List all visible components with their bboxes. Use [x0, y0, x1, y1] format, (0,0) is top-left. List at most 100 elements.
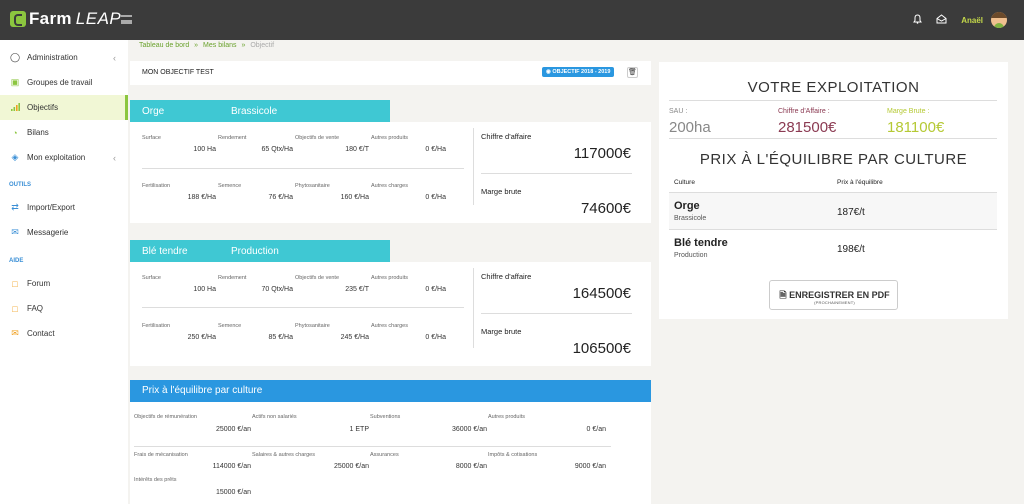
save-pdf-button[interactable]: 🗎 ENREGISTRER EN PDF (PROCHAINEMENT) [769, 280, 898, 310]
field-label: Objectifs de vente [295, 275, 340, 281]
field-value[interactable]: 180 €/T [345, 146, 369, 153]
field-value[interactable]: 85 €/Ha [268, 334, 293, 341]
sidebar-item-administration[interactable]: ◯ Administration ‹ [0, 45, 128, 70]
inbox-icon[interactable] [936, 13, 947, 27]
crop-type: Brassicole [231, 106, 278, 117]
sidebar-item-contact[interactable]: ✉ Contact [0, 321, 128, 346]
sidebar-item-label: Contact [27, 329, 55, 338]
field-value[interactable]: 0 €/Ha [425, 334, 446, 341]
field-value[interactable]: 235 €/T [345, 286, 369, 293]
price-body: Objectifs de rémunération Actifs non sal… [130, 402, 651, 504]
avatar[interactable] [991, 12, 1007, 28]
sidebar-item-label: Bilans [27, 128, 49, 137]
pdf-button-label: ENREGISTRER EN PDF [789, 290, 890, 300]
menu-toggle-icon[interactable] [121, 15, 132, 24]
breadcrumb-home[interactable]: Tableau de bord [139, 42, 190, 49]
field-value[interactable]: 114000 €/an [212, 463, 251, 470]
divider [481, 313, 632, 314]
divider [142, 307, 464, 308]
field-value[interactable]: 188 €/Ha [187, 194, 216, 201]
top-bar: Farm LEAP Anaël [0, 0, 1024, 40]
sidebar-item-import-export[interactable]: ⇄ Import/Export [0, 195, 128, 220]
divider [669, 229, 997, 230]
field-value[interactable]: 9000 €/an [574, 463, 606, 470]
field-label: Surface [142, 135, 161, 141]
field-value[interactable]: 76 €/Ha [268, 194, 293, 201]
breadcrumb-bilans[interactable]: Mes bilans [203, 42, 237, 49]
user-name[interactable]: Anaël [961, 15, 983, 25]
culture-name: Blé tendre [674, 237, 728, 249]
field-value[interactable]: 8000 €/an [455, 463, 487, 470]
farmleap-logo[interactable]: Farm LEAP [10, 9, 121, 29]
breadcrumb: Tableau de bord » Mes bilans » Objectif [139, 42, 274, 49]
sidebar-item-label: Administration [27, 53, 78, 62]
sidebar-item-label: Groupes de travail [27, 78, 93, 87]
field-value[interactable]: 160 €/Ha [340, 194, 369, 201]
price-title: Prix à l'équilibre par culture [142, 385, 263, 396]
sidebar-item-forum[interactable]: □ Forum [0, 271, 128, 296]
ca-label: Chiffre d'affaire [481, 272, 532, 281]
field-value[interactable]: 36000 €/an [451, 426, 487, 433]
field-value[interactable]: 0 €/an [586, 426, 606, 433]
price-header: Prix à l'équilibre par culture [130, 380, 651, 402]
field-value[interactable]: 1 ETP [349, 426, 369, 433]
field-value[interactable]: 250 €/Ha [187, 334, 216, 341]
sidebar-item-label: Import/Export [27, 203, 76, 212]
culture-prix: 187€/t [837, 207, 865, 218]
field-label: Autres produits [371, 135, 408, 141]
mb-value: 106500€ [572, 340, 631, 357]
logo-farm-text: Farm [29, 9, 72, 28]
ca-value: 281500€ [778, 119, 837, 136]
layers-icon: ◈ [11, 152, 19, 162]
sidebar-item-label: Messagerie [27, 228, 69, 237]
field-value[interactable]: 25000 €/an [215, 426, 251, 433]
field-label: Fertilisation [142, 183, 171, 189]
sidebar-item-mon-exploitation[interactable]: ◈ Mon exploitation ‹ [0, 145, 128, 170]
field-label: Fertilisation [142, 323, 171, 329]
field-value[interactable]: 15000 €/an [215, 489, 251, 496]
exploitation-title: VOTRE EXPLOITATION [747, 79, 920, 96]
field-value[interactable]: 70 Qtx/Ha [261, 286, 293, 293]
field-value[interactable]: 65 Qtx/Ha [261, 146, 293, 153]
exchange-icon: ⇄ [11, 202, 19, 212]
bar-chart-icon [9, 102, 21, 113]
crop-type: Production [231, 246, 279, 257]
logo-leap-text: LEAP [75, 9, 122, 28]
objective-badge[interactable]: ◉ OBJECTIF 2018 - 2019 [542, 67, 615, 77]
field-value[interactable]: 245 €/Ha [340, 334, 369, 341]
bell-icon[interactable] [913, 13, 923, 27]
field-label: Surface [142, 275, 161, 281]
ca-label: Chiffre d'affaire [481, 132, 532, 141]
field-label: Impôts & cotisations [488, 452, 538, 458]
trash-icon[interactable]: 🗑 [627, 67, 638, 78]
divider [669, 100, 997, 101]
vertical-divider [473, 268, 474, 348]
divider [669, 138, 997, 139]
field-value[interactable]: 0 €/Ha [425, 146, 446, 153]
field-value[interactable]: 0 €/Ha [425, 286, 446, 293]
field-label: Autres charges [371, 323, 408, 329]
table-row: Orge Brassicole 187€/t [669, 193, 997, 229]
sidebar-item-objectifs[interactable]: Objectifs [0, 95, 128, 120]
group-icon: ▣ [10, 77, 20, 87]
divider [481, 173, 632, 174]
breadcrumb-separator: » [241, 42, 246, 49]
mb-value: 181100€ [887, 119, 945, 136]
sidebar-item-groupes[interactable]: ▣ Groupes de travail [0, 70, 128, 95]
sidebar-item-messagerie[interactable]: ✉ Messagerie [0, 220, 128, 245]
field-value[interactable]: 25000 €/an [333, 463, 369, 470]
field-value[interactable]: 0 €/Ha [425, 194, 446, 201]
field-value[interactable]: 100 Ha [193, 286, 216, 293]
culture-type: Brassicole [674, 215, 707, 222]
field-value[interactable]: 100 Ha [193, 146, 216, 153]
sau-label: SAU : [669, 108, 688, 115]
exploitation-card: VOTRE EXPLOITATION SAU : 200ha Chiffre d… [659, 62, 1008, 319]
field-label: Rendement [218, 135, 247, 141]
question-icon: □ [12, 303, 18, 314]
objective-title: MON OBJECTIF TEST [142, 69, 214, 76]
pie-chart-icon: ◔ [12, 127, 18, 138]
sidebar-item-faq[interactable]: □ FAQ [0, 296, 128, 321]
sidebar-item-bilans[interactable]: ◔ Bilans [0, 120, 128, 145]
section-outils: OUTILS [9, 182, 31, 188]
breadcrumb-current: Objectif [250, 42, 275, 49]
